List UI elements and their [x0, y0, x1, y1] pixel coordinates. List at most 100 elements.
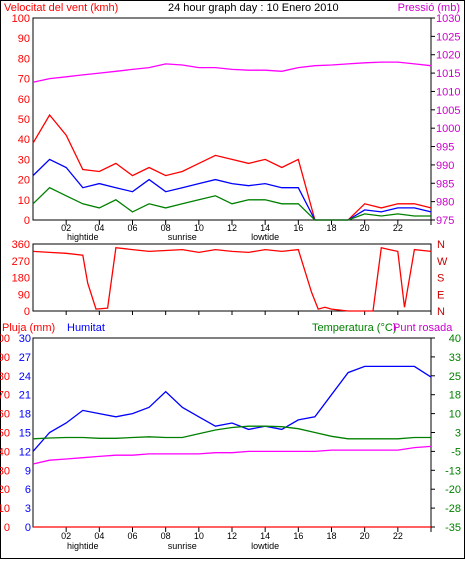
panel1-event-label: hightide [67, 232, 99, 242]
panel3-ytick-right: 33 [449, 352, 461, 364]
panel1-left-label: Velocitat del vent (kmh) [4, 2, 118, 14]
panel3-ytick-left: 30 [0, 465, 10, 477]
panel1-ytick-right: 1030 [436, 13, 460, 25]
panel1-xtick-label: 16 [293, 223, 303, 233]
panel3-ytick-left2: 9 [25, 465, 31, 477]
panel3-ytick-right: 18 [449, 390, 461, 402]
panel3-ytick-right: -28 [445, 503, 461, 515]
panel1-xtick-label: 06 [127, 223, 137, 233]
panel2-frame [32, 243, 432, 312]
panel1-ytick-left: 20 [18, 175, 30, 187]
panel3-ytick-left2: 21 [19, 390, 31, 402]
panel2-ytick-left: 180 [12, 273, 30, 285]
panel1-xtick-label: 12 [227, 223, 237, 233]
panel2-ytick-left: 0 [24, 306, 30, 318]
panel1-ytick-left: 0 [24, 215, 30, 227]
panel3-xtick-label: 02 [61, 531, 71, 541]
panel3-event-label: lowtide [251, 541, 279, 551]
panel3-ytick-left2: 24 [19, 371, 31, 383]
panel3-ytick-left: 40 [0, 446, 10, 458]
panel3-xtick-label: 16 [293, 531, 303, 541]
panel1-ytick-right: 995 [436, 142, 454, 154]
panel1-ytick-left: 50 [18, 114, 30, 126]
panel3-ytick-right: 25 [449, 371, 461, 383]
panel3-right-label2: Punt rosada [393, 322, 453, 334]
panel1-frame [32, 17, 432, 221]
panel2-ytick-left: 270 [12, 256, 30, 268]
panel1-xtick-label: 10 [194, 223, 204, 233]
panel3-ytick-left2: 30 [19, 333, 31, 345]
panel1-xtick-label: 08 [161, 223, 171, 233]
panel1-right-label: Pressió (mb) [398, 2, 460, 14]
panel1-ytick-left: 40 [18, 134, 30, 146]
panel3-ytick-left2: 12 [19, 446, 31, 458]
panel2-ytick-left: 90 [18, 289, 30, 301]
panel3-ytick-right: 40 [449, 333, 461, 345]
panel1-ytick-left: 60 [18, 94, 30, 106]
panel3-ytick-right: -35 [445, 522, 461, 534]
panel2-ytick-right: E [437, 289, 444, 301]
panel1-ytick-right: 980 [436, 197, 454, 209]
chart-title: 24 hour graph day : 10 Enero 2010 [168, 2, 339, 14]
panel3-series-2 [32, 425, 431, 440]
panel3-ytick-left: 80 [0, 371, 10, 383]
panel3-ytick-left: 20 [0, 484, 10, 496]
panel3-series-3 [32, 445, 432, 465]
panel3-ytick-left: 50 [0, 428, 10, 440]
panel2-ytick-left: 360 [12, 239, 30, 251]
panel1-ytick-right: 1010 [436, 86, 460, 98]
panel3-right-label: Temperatura (°C) [312, 322, 396, 334]
panel3-xtick-label: 12 [227, 531, 237, 541]
panel1-series-0 [32, 113, 432, 221]
panel3-xtick-label: 06 [127, 531, 137, 541]
panel3-ytick-left: 10 [0, 503, 10, 515]
panel3-xtick-label: 14 [260, 531, 270, 541]
panel3-event-label: sunrise [168, 541, 197, 551]
panel3-left-label2: Humitat [67, 322, 105, 334]
panel3-ytick-right: -20 [445, 484, 461, 496]
panel1-xtick-label: 14 [260, 223, 270, 233]
panel3-series-1 [32, 365, 432, 452]
panel3-ytick-left2: 6 [25, 484, 31, 496]
panel3-ytick-left: 70 [0, 390, 10, 402]
panel3-ytick-right: -13 [445, 465, 461, 477]
panel1-ytick-right: 990 [436, 160, 454, 172]
panel2-series-0 [32, 246, 432, 312]
panel3-ytick-right: 3 [455, 428, 461, 440]
panel1-ytick-left: 100 [12, 13, 30, 25]
panel1-ytick-left: 80 [18, 53, 30, 65]
panel1-ytick-left: 30 [18, 154, 30, 166]
panel1-ytick-right: 1020 [436, 50, 460, 62]
panel1-ytick-left: 90 [18, 33, 30, 45]
panel1-series-3 [32, 61, 432, 83]
panel3-ytick-left: 100 [0, 333, 10, 345]
panel1-series-1 [32, 158, 432, 221]
panel2-ytick-right: N [437, 239, 445, 251]
panel1-xtick-label: 02 [61, 223, 71, 233]
panel1-event-label: sunrise [168, 232, 197, 242]
panel3-xtick-label: 20 [360, 531, 370, 541]
panel3-ytick-left2: 27 [19, 352, 31, 364]
panel3-ytick-left2: 18 [19, 409, 31, 421]
panel3-xtick-label: 22 [393, 531, 403, 541]
panel3-ytick-right: 10 [449, 409, 461, 421]
panel2-ytick-right: N [437, 306, 445, 318]
panel3-xtick-label: 18 [326, 531, 336, 541]
panel3-ytick-left2: 15 [19, 428, 31, 440]
panel1-series-2 [32, 186, 431, 221]
panel1-ytick-right: 1000 [436, 123, 460, 135]
panel3-event-label: hightide [67, 541, 99, 551]
panel3-xtick-label: 08 [161, 531, 171, 541]
panel3-ytick-left: 90 [0, 352, 10, 364]
panel2-ytick-right: S [437, 273, 444, 285]
panel3-ytick-left: 0 [4, 522, 10, 534]
panel2-ytick-right: W [437, 256, 448, 268]
panel3-ytick-left2: 0 [25, 522, 31, 534]
panel1-xtick-label: 18 [326, 223, 336, 233]
panel1-ytick-right: 1015 [436, 68, 460, 80]
panel1-ytick-right: 985 [436, 178, 454, 190]
panel1-ytick-left: 70 [18, 74, 30, 86]
